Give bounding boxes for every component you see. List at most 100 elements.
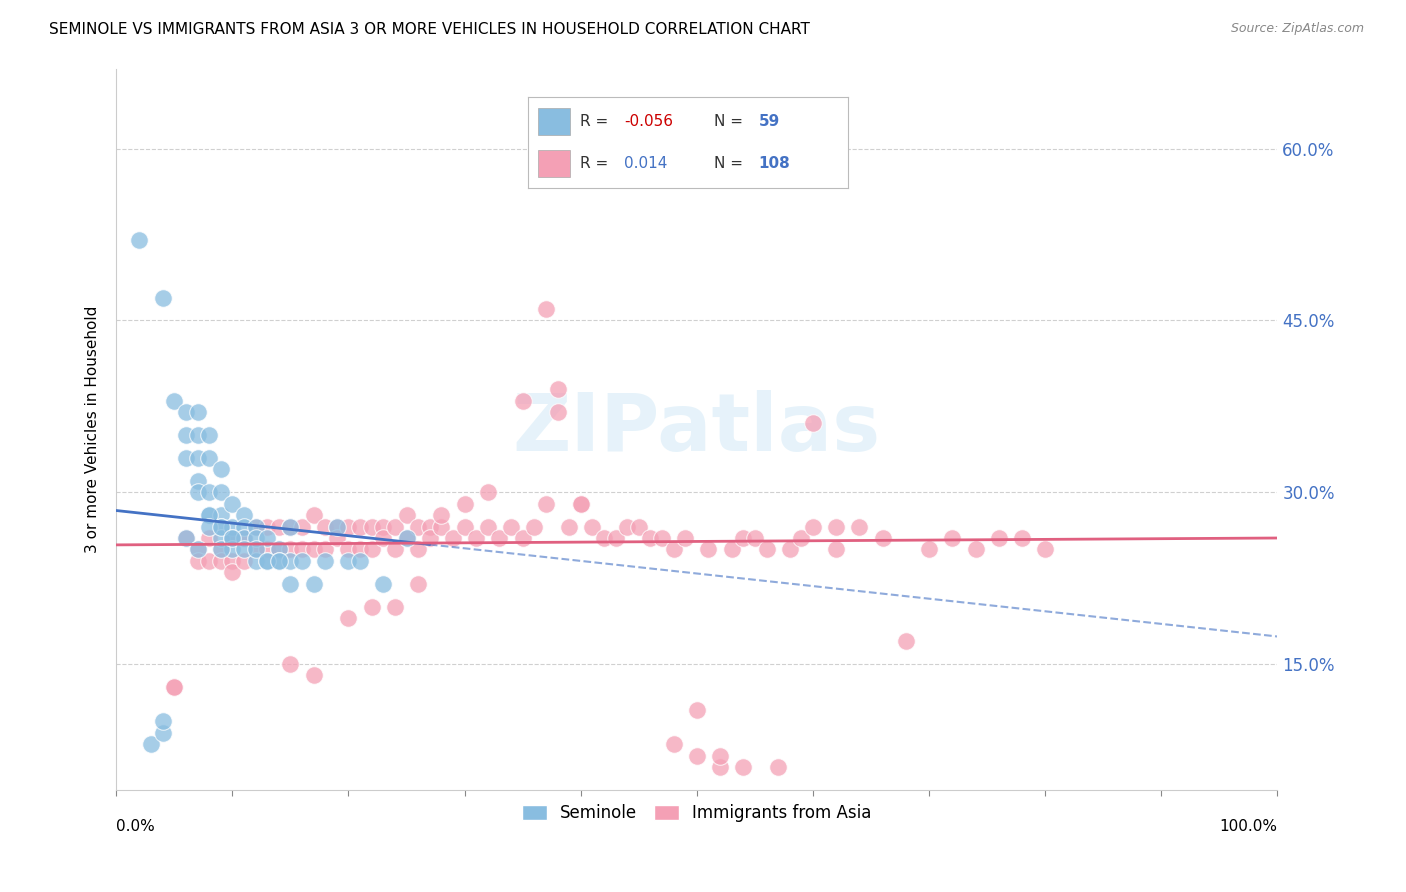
Point — [337, 611, 360, 625]
Point — [233, 531, 256, 545]
Point — [280, 576, 302, 591]
Point — [697, 542, 720, 557]
Point — [302, 542, 325, 557]
Point — [221, 531, 243, 545]
Text: 0.0%: 0.0% — [117, 819, 155, 834]
Point — [314, 554, 336, 568]
Point — [198, 450, 221, 465]
Point — [187, 542, 209, 557]
Point — [790, 531, 813, 545]
Point — [256, 554, 278, 568]
Point — [453, 519, 475, 533]
Point — [419, 519, 441, 533]
Point — [755, 542, 778, 557]
Point — [187, 428, 209, 442]
Point — [453, 497, 475, 511]
Point — [709, 760, 731, 774]
Point — [709, 748, 731, 763]
Point — [256, 531, 278, 545]
Point — [267, 554, 290, 568]
Point — [291, 519, 314, 533]
Point — [174, 531, 197, 545]
Point — [872, 531, 894, 545]
Point — [406, 542, 429, 557]
Point — [221, 531, 243, 545]
Point — [349, 519, 371, 533]
Point — [187, 405, 209, 419]
Point — [280, 519, 302, 533]
Point — [221, 519, 243, 533]
Point — [233, 519, 256, 533]
Point — [848, 519, 870, 533]
Point — [477, 485, 499, 500]
Point — [326, 531, 349, 545]
Point — [441, 531, 464, 545]
Point — [395, 531, 418, 545]
Point — [139, 737, 162, 751]
Point — [174, 450, 197, 465]
Point — [512, 393, 534, 408]
Point — [569, 497, 592, 511]
Point — [187, 542, 209, 557]
Point — [267, 542, 290, 557]
Point — [360, 519, 382, 533]
Point — [965, 542, 987, 557]
Point — [198, 428, 221, 442]
Point — [581, 519, 603, 533]
Point — [384, 599, 406, 614]
Point — [245, 542, 267, 557]
Point — [280, 657, 302, 671]
Point — [152, 725, 174, 739]
Point — [488, 531, 510, 545]
Point — [245, 554, 267, 568]
Point — [314, 542, 336, 557]
Text: SEMINOLE VS IMMIGRANTS FROM ASIA 3 OR MORE VEHICLES IN HOUSEHOLD CORRELATION CHA: SEMINOLE VS IMMIGRANTS FROM ASIA 3 OR MO… — [49, 22, 810, 37]
Point — [198, 531, 221, 545]
Point — [651, 531, 673, 545]
Point — [291, 542, 314, 557]
Point — [733, 760, 755, 774]
Point — [349, 542, 371, 557]
Point — [465, 531, 488, 545]
Point — [209, 554, 232, 568]
Point — [245, 519, 267, 533]
Point — [430, 508, 453, 522]
Point — [337, 542, 360, 557]
Point — [233, 508, 256, 522]
Point — [256, 554, 278, 568]
Point — [233, 542, 256, 557]
Point — [245, 542, 267, 557]
Point — [627, 519, 650, 533]
Point — [245, 519, 267, 533]
Point — [640, 531, 662, 545]
Point — [987, 531, 1010, 545]
Point — [302, 668, 325, 682]
Point — [534, 301, 557, 316]
Point — [801, 519, 824, 533]
Point — [187, 554, 209, 568]
Point — [523, 519, 546, 533]
Point — [187, 485, 209, 500]
Point — [187, 450, 209, 465]
Point — [256, 542, 278, 557]
Point — [221, 531, 243, 545]
Point — [291, 554, 314, 568]
Point — [314, 519, 336, 533]
Point — [245, 531, 267, 545]
Point — [267, 542, 290, 557]
Point — [326, 519, 349, 533]
Point — [825, 519, 848, 533]
Point — [128, 233, 150, 247]
Point — [360, 599, 382, 614]
Point — [209, 542, 232, 557]
Point — [198, 519, 221, 533]
Point — [673, 531, 696, 545]
Point — [198, 554, 221, 568]
Point — [198, 508, 221, 522]
Point — [686, 703, 709, 717]
Point — [419, 531, 441, 545]
Point — [766, 760, 789, 774]
Point — [302, 508, 325, 522]
Point — [163, 393, 186, 408]
Point — [406, 576, 429, 591]
